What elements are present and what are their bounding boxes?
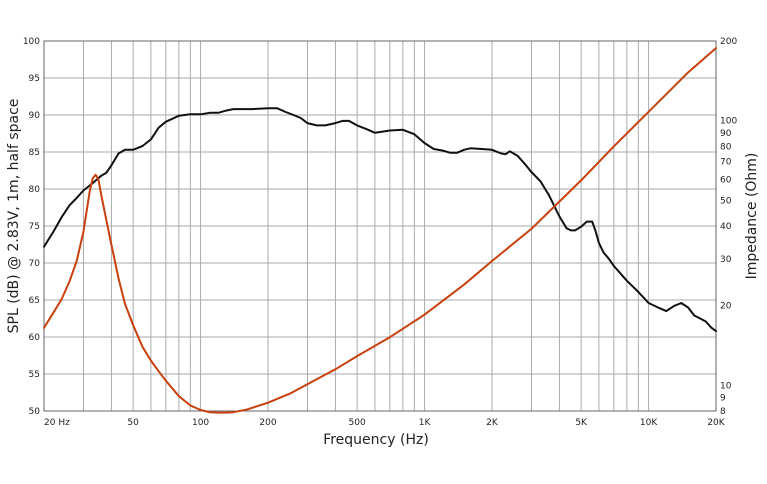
y-tick-label: 50 [29, 407, 41, 417]
series-layer [43, 47, 717, 414]
y-tick-label: 60 [29, 333, 41, 343]
plot-frame [43, 40, 717, 412]
y2-tick-label: 30 [720, 255, 732, 265]
x-tick-label: 2K [486, 418, 499, 428]
y2-tick-label: 100 [720, 117, 737, 127]
y-tick-label: 75 [29, 222, 40, 232]
impedance-curve [43, 47, 717, 414]
y2-tick-label: 200 [720, 37, 737, 47]
x-tick-label: 1K [419, 418, 432, 428]
y-tick-label: 80 [29, 185, 41, 195]
x-tick-label: 10K [640, 418, 658, 428]
y-tick-label: 90 [29, 111, 41, 121]
x-axis-title: Frequency (Hz) [323, 432, 429, 448]
y2-tick-label: 8 [720, 407, 726, 417]
y-tick-label: 55 [29, 370, 40, 380]
y2-tick-label: 20 [720, 302, 732, 312]
y2-tick-label: 70 [720, 158, 732, 168]
y-tick-label: 65 [29, 296, 40, 306]
x-tick-label: 5K [575, 418, 588, 428]
x-tick-label: 20K [707, 418, 725, 428]
x-tick-label: 20 Hz [44, 418, 70, 428]
y2-tick-label: 60 [720, 175, 732, 185]
y-tick-labels: 50 55 60 65 70 75 80 85 90 95 100 [23, 37, 40, 417]
y2-tick-label: 90 [720, 129, 732, 139]
x-tick-label: 200 [259, 418, 276, 428]
y2-axis-title: Impedance (Ohm) [744, 153, 760, 280]
x-tick-label: 100 [192, 418, 209, 428]
y2-tick-label: 80 [720, 142, 732, 152]
y2-tick-label: 10 [720, 381, 732, 391]
x-tick-label: 50 [127, 418, 139, 428]
x-tick-label: 500 [349, 418, 366, 428]
grid [44, 41, 716, 411]
x-tick-labels: 20 Hz 50 100 200 500 1K 2K 5K 10K 20K [44, 418, 726, 428]
y-tick-label: 100 [23, 37, 40, 47]
y2-tick-label: 9 [720, 393, 726, 403]
y2-tick-labels: 8 9 10 20 30 40 50 60 70 80 90 100 200 [720, 37, 737, 417]
y2-tick-label: 50 [720, 196, 732, 206]
y-axis-title: SPL (dB) @ 2.83V, 1m, half space [6, 99, 22, 334]
spl-curve [43, 107, 717, 333]
y-tick-label: 95 [29, 74, 40, 84]
y2-tick-label: 40 [720, 222, 732, 232]
y-tick-label: 85 [29, 148, 40, 158]
y-tick-label: 70 [29, 259, 41, 269]
